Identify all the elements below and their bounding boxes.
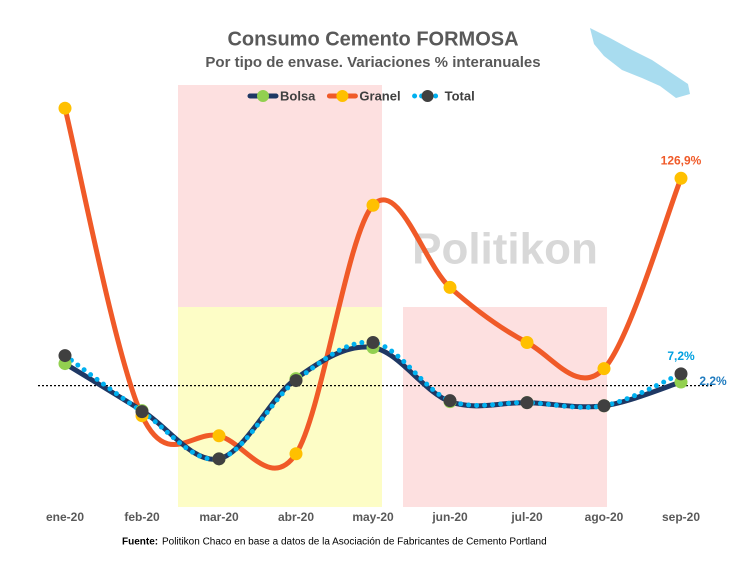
legend-marker: [336, 90, 349, 102]
marker: [597, 399, 611, 413]
value-label: 2,2%: [699, 374, 727, 388]
x-tick-label: sep-20: [662, 510, 700, 524]
legend-label: Bolsa: [280, 88, 316, 103]
chart-subtitle: Por tipo de envase. Variaciones % intera…: [205, 54, 540, 71]
legend-marker: [421, 90, 434, 102]
marker: [597, 362, 611, 376]
value-label: 7,2%: [667, 349, 695, 363]
marker: [520, 335, 534, 349]
marker: [289, 447, 303, 461]
marker: [366, 198, 380, 212]
marker: [289, 374, 303, 388]
x-tick-label: feb-20: [124, 510, 160, 524]
x-tick-label: ene-20: [46, 510, 84, 524]
marker: [58, 101, 72, 115]
marker: [674, 367, 688, 381]
legend-label: Granel: [359, 88, 400, 103]
x-tick-label: ago-20: [585, 510, 624, 524]
marker: [58, 349, 72, 363]
value-label: 126,9%: [661, 153, 702, 167]
marker: [212, 429, 226, 443]
legend-label: Total: [445, 88, 475, 103]
chart-title: Consumo Cemento FORMOSA: [227, 28, 518, 50]
marker: [212, 452, 226, 466]
x-tick-label: mar-20: [199, 510, 239, 524]
marker: [135, 405, 149, 419]
map-icon: [590, 28, 690, 98]
source: Politikon Chaco en base a datos de la As…: [162, 537, 547, 548]
x-tick-label: abr-20: [278, 510, 314, 524]
x-tick-label: may-20: [352, 510, 394, 524]
marker: [443, 280, 457, 294]
shade-pink: [178, 85, 382, 315]
x-tick-label: jun-20: [431, 510, 468, 524]
marker: [443, 394, 457, 408]
source-label: Fuente:: [122, 537, 158, 548]
shade-yellow: [178, 307, 382, 507]
legend-marker: [257, 90, 269, 102]
marker: [674, 171, 688, 185]
marker: [366, 335, 380, 349]
watermark: Politikon: [412, 225, 598, 274]
marker: [520, 396, 534, 410]
x-tick-label: jul-20: [510, 510, 543, 524]
